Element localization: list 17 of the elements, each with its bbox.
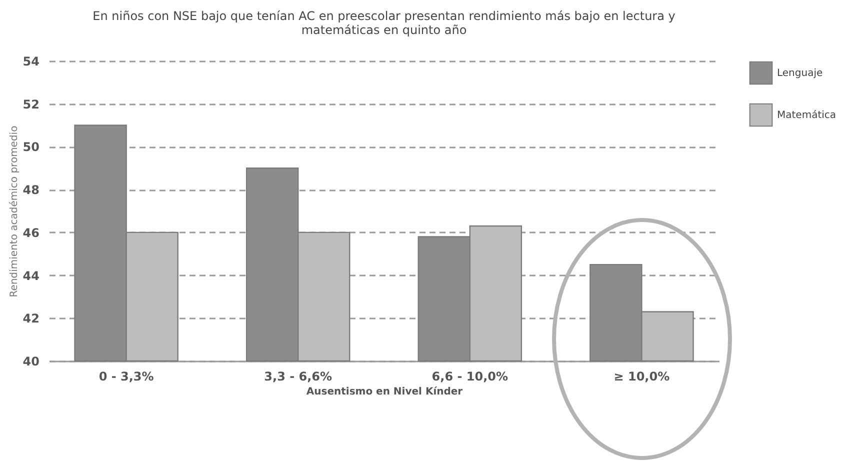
y-tick-label: 50 <box>22 140 40 154</box>
chart-title: En niños con NSE bajo que tenían AC en preescolar presentan rendimiento más bajo en lectura y matemáticas en quinto año <box>92 9 676 37</box>
y-tick-label: 54 <box>22 54 40 68</box>
y-tick-label: 44 <box>22 268 40 283</box>
y-tick-label: 48 <box>22 183 40 198</box>
y-tick-label: 52 <box>22 97 40 112</box>
y-axis-title: Rendimiento académico promedio <box>8 126 20 298</box>
x-tick-label: ≥ 10,0% <box>614 370 670 384</box>
y-tick-label: 40 <box>22 354 40 368</box>
x-tick-label: 0 - 3,3% <box>98 370 154 384</box>
legend-label: Matemática <box>777 110 836 121</box>
x-axis-title: Ausentismo en Nivel Kínder <box>306 386 463 398</box>
x-tick-label: 6,6 - 10,0% <box>432 370 508 384</box>
y-tick-label: 46 <box>22 226 40 240</box>
legend-label: Lenguaje <box>777 68 823 79</box>
x-tick-label: 3,3 - 6,6% <box>264 370 332 384</box>
y-tick-label: 42 <box>22 312 40 326</box>
